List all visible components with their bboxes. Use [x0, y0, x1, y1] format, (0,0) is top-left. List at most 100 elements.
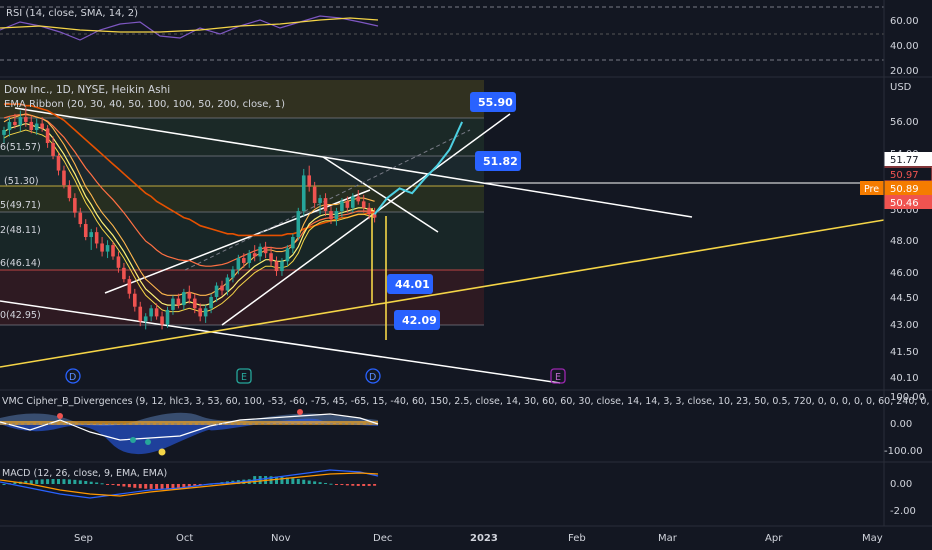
price-tick: 50.00 — [890, 205, 919, 216]
candle-body — [122, 267, 126, 280]
ema-mid-line — [3, 113, 375, 267]
tag-value: 51.77 — [890, 155, 919, 166]
rsi-pane[interactable]: RSI (14, close, SMA, 14, 2) 60.00 40.00 … — [0, 6, 932, 78]
macd-bar — [46, 479, 50, 484]
candle — [252, 245, 257, 262]
candle-body — [214, 285, 219, 297]
candle — [301, 168, 306, 216]
cipher-pane[interactable]: VMC Cipher_B_Divergences (9, 12, hlc3, 3… — [0, 392, 932, 463]
projection-line — [373, 121, 464, 215]
candle — [231, 266, 235, 283]
candle — [176, 293, 181, 309]
candle-body — [361, 201, 366, 208]
candle-body — [372, 214, 377, 218]
fib-label: 6(51.57) — [0, 142, 41, 153]
candle-body — [231, 269, 235, 278]
candle — [280, 258, 284, 276]
rsi-line — [0, 15, 379, 41]
candle-body — [143, 316, 148, 322]
macd-bar — [155, 484, 159, 489]
candle — [73, 193, 77, 218]
candle — [220, 280, 224, 296]
macd-bar — [2, 484, 6, 485]
price-tick: 46.00 — [890, 268, 919, 279]
macd-bar — [127, 484, 131, 488]
macd-bar — [362, 484, 366, 486]
support-trend-line — [0, 219, 885, 368]
macd-bar — [24, 480, 28, 484]
time-tick: May — [862, 533, 883, 544]
candle-body — [334, 211, 339, 220]
macd-bar — [302, 479, 306, 484]
callout-55-90[interactable]: 55.90 — [470, 92, 516, 112]
macd-bar — [285, 477, 289, 484]
candle-body — [165, 309, 170, 325]
price-tick: 48.00 — [890, 236, 919, 247]
event-marker-dividend[interactable]: D — [365, 368, 381, 384]
buy-dot — [130, 437, 136, 443]
candle — [198, 303, 202, 322]
candle — [133, 288, 137, 312]
time-axis[interactable]: Sep Oct Nov Dec 2023 Feb Mar Apr May — [74, 533, 883, 544]
candle-body — [258, 246, 262, 257]
candle-body — [89, 232, 93, 237]
candle-body — [67, 185, 72, 199]
macd-bar — [111, 484, 115, 485]
candle — [62, 165, 66, 189]
price-pane[interactable]: 55.90 51.82 44.01 42.09 Dow Inc., 1D, NY… — [0, 80, 932, 391]
tag-value: 50.89 — [890, 184, 919, 195]
candle-body — [133, 293, 137, 307]
candle-body — [127, 279, 132, 294]
candle-body — [182, 292, 186, 306]
candle — [263, 241, 268, 259]
macd-bar — [57, 479, 60, 484]
macd-pane[interactable]: MACD (12, 26, close, 9, EMA, EMA) 0.00 -… — [0, 468, 932, 527]
buy-dot — [145, 439, 151, 445]
candle — [334, 207, 339, 226]
candle-body — [291, 237, 295, 249]
event-marker-earnings[interactable]: E — [236, 368, 252, 384]
candle-body — [34, 123, 39, 131]
dividend-icon — [65, 368, 81, 384]
macd-bar — [258, 476, 262, 484]
candle — [225, 274, 230, 296]
candle-body — [351, 196, 355, 208]
candle-body — [192, 298, 197, 309]
candle-body — [116, 256, 121, 268]
event-marker-dividend[interactable]: D — [65, 368, 81, 384]
rsi-tick-40: 40.00 — [890, 41, 919, 52]
candle — [165, 306, 170, 328]
sell-dot — [57, 413, 63, 419]
candle — [13, 113, 17, 129]
candle — [247, 249, 252, 268]
candle — [356, 190, 361, 205]
callout-44-01[interactable]: 44.01 — [387, 274, 433, 294]
candle-body — [105, 245, 110, 252]
candle-body — [78, 212, 83, 225]
candle — [296, 207, 301, 241]
pre-label-bg — [860, 181, 884, 195]
rising-wedge-line — [221, 113, 511, 326]
callout-51-82[interactable]: 51.82 — [475, 151, 521, 171]
candle — [182, 288, 186, 310]
pre-label: Pre — [864, 184, 879, 195]
callout-box — [387, 274, 433, 294]
candle — [329, 206, 333, 225]
candle-body — [18, 117, 23, 126]
candle-body — [187, 292, 192, 299]
event-marker-earnings[interactable]: E — [550, 368, 566, 384]
candle — [7, 117, 12, 137]
downtrend-line — [322, 156, 693, 218]
rsi-tick-20: 20.00 — [890, 66, 919, 77]
rsi-sma-line — [0, 17, 379, 33]
candle — [2, 126, 6, 143]
resistance-line — [14, 107, 324, 158]
candle — [78, 207, 83, 228]
callout-42-09[interactable]: 42.09 — [394, 310, 440, 330]
candle-body — [269, 253, 273, 262]
earnings-icon — [236, 368, 252, 384]
candle — [67, 180, 72, 202]
candle — [171, 295, 175, 315]
candle — [122, 262, 126, 283]
